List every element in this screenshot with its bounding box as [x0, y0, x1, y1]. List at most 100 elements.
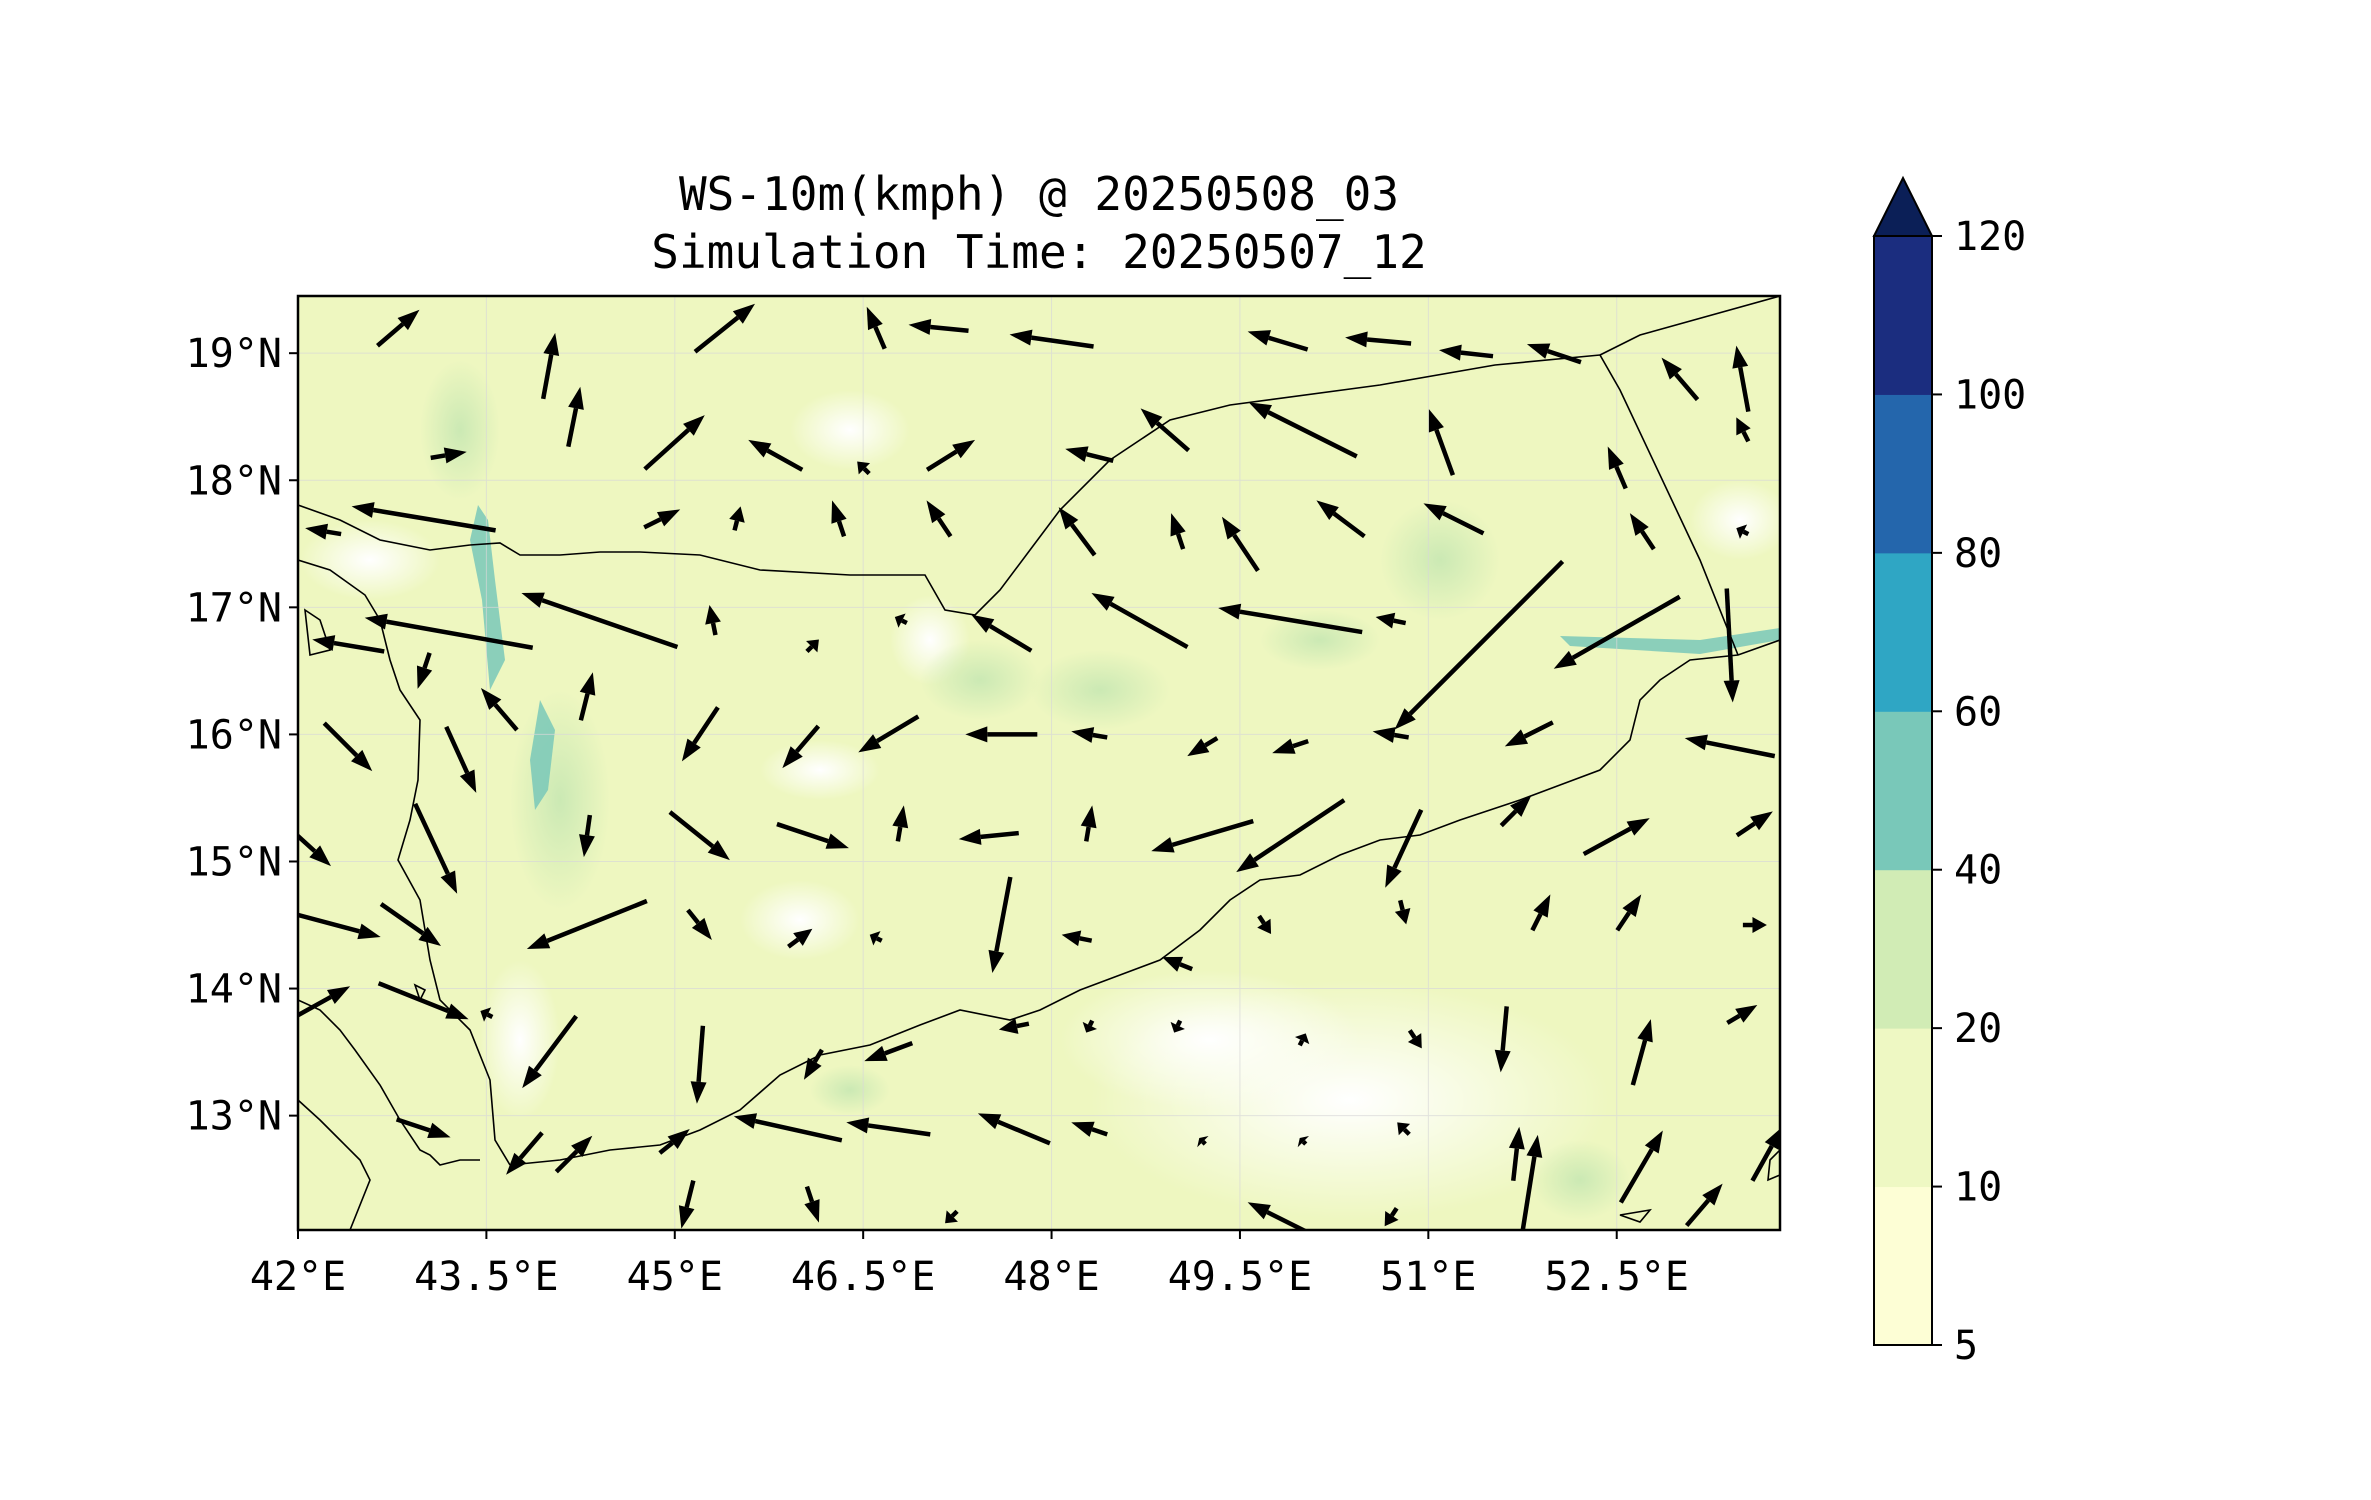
latitude-axis: 19°N 18°N 17°N 16°N 15°N 14°N 13°N — [186, 331, 298, 1140]
calm-area — [1060, 970, 1360, 1110]
colorbar-tick-label: 40 — [1954, 848, 2002, 894]
wind-arrow — [958, 828, 1019, 845]
wind-arrow — [1553, 594, 1681, 669]
colorbar-tick-label: 100 — [1954, 372, 2026, 418]
calm-area — [300, 520, 440, 600]
strong-wind-band — [470, 505, 505, 690]
wind-arrow — [312, 635, 385, 654]
wind-arrow — [1372, 727, 1410, 743]
wind-arrow — [643, 509, 681, 530]
wind-arrow — [831, 500, 847, 538]
wind-arrow — [506, 1131, 544, 1175]
oman-yemen-border — [1599, 354, 1739, 656]
wind-arrow — [1732, 345, 1751, 413]
wind-arrow — [1170, 1019, 1185, 1033]
wind-arrow — [1615, 894, 1642, 932]
wind-arrow — [1071, 727, 1108, 743]
wind-arrow — [480, 1007, 494, 1022]
wind-arrow — [521, 592, 679, 650]
wind-arrow — [1407, 1029, 1422, 1049]
wind-arrow — [776, 821, 849, 849]
wind-vector-field — [298, 303, 1780, 1230]
wind-arrow — [1091, 593, 1189, 650]
yemen-north-border — [469, 354, 1601, 616]
wind-arrow — [1272, 738, 1309, 754]
wind-arrow — [846, 1117, 931, 1137]
x-tick-label: 48°E — [1003, 1254, 1099, 1300]
wind-arrow — [1742, 917, 1767, 934]
colorbar-segment — [1874, 869, 1932, 1029]
wind-arrow — [1197, 1135, 1209, 1148]
wind-arrow — [566, 386, 584, 448]
wind-arrow — [869, 931, 883, 946]
strong-wind-band — [530, 700, 555, 810]
colorbar-segment — [1874, 394, 1932, 554]
calm-area — [740, 880, 860, 960]
stronger-wind-area — [510, 690, 610, 910]
x-tick-label: 52.5°E — [1544, 1254, 1689, 1300]
wind-arrow — [1582, 818, 1650, 857]
wind-arrow — [1684, 1183, 1723, 1228]
colorbar-tick-label: 5 — [1954, 1323, 1978, 1369]
wind-arrow — [926, 500, 953, 538]
wind-arrow — [693, 303, 756, 354]
wind-arrow — [1384, 1207, 1399, 1227]
y-tick-label: 18°N — [186, 458, 282, 504]
x-tick-label: 51°E — [1380, 1254, 1476, 1300]
wind-arrow — [1750, 1128, 1780, 1182]
calm-area — [480, 960, 560, 1120]
wind-arrow — [1684, 734, 1776, 759]
stronger-wind-area — [1030, 650, 1170, 730]
wind-arrow — [1439, 344, 1494, 361]
x-tick-label: 43.5°E — [414, 1254, 559, 1300]
wind-arrow — [444, 725, 477, 793]
colorbar-tick-label: 60 — [1954, 689, 2002, 735]
wind-arrow — [971, 614, 1033, 653]
wind-arrow — [413, 802, 458, 894]
wind-arrow — [908, 318, 969, 335]
wind-arrow — [1530, 894, 1551, 932]
wind-arrow — [858, 714, 920, 753]
wind-arrow — [729, 506, 745, 531]
colorbar-tick-label: 20 — [1954, 1006, 2002, 1052]
stronger-wind-area — [810, 1065, 890, 1115]
x-tick-label: 49.5°E — [1168, 1254, 1313, 1300]
wind-arrow — [1723, 588, 1740, 703]
wind-arrow — [1058, 507, 1097, 557]
wind-arrow — [1735, 811, 1773, 838]
wind-arrow — [857, 461, 871, 476]
wind-arrow — [1247, 330, 1309, 352]
wind-arrow — [1065, 446, 1114, 464]
wind-arrow — [1629, 513, 1656, 551]
oman-yemen-border — [1599, 296, 1780, 356]
wind-arrow — [782, 724, 821, 769]
colorbar-segment — [1874, 236, 1932, 395]
gulf-of-aden-coastline — [509, 639, 1780, 1166]
wind-arrow — [866, 306, 887, 350]
wind-arrow — [1394, 559, 1565, 730]
wind-arrow — [1248, 402, 1358, 459]
wind-arrow — [579, 814, 595, 858]
wind-arrow — [803, 1048, 824, 1080]
y-tick-label: 13°N — [186, 1094, 282, 1140]
calm-area — [790, 390, 910, 470]
wind-arrow — [1428, 409, 1456, 476]
colorbar-tick-label: 10 — [1954, 1165, 2002, 1211]
stronger-wind-area — [1380, 500, 1500, 620]
wind-speed-shading — [300, 360, 1780, 1220]
wind-arrow — [377, 981, 469, 1020]
wind-arrow — [430, 447, 467, 464]
island — [1767, 1148, 1780, 1182]
stronger-wind-area — [1530, 1140, 1630, 1220]
wind-arrow — [1316, 500, 1366, 539]
wind-arrow — [1736, 524, 1750, 539]
wind-arrow — [1297, 1135, 1310, 1148]
longitude-axis: 42°E 43.5°E 45°E 46.5°E 48°E 49.5°E 51°E 52.5°E — [250, 1230, 1689, 1300]
wind-arrow — [1618, 1130, 1663, 1204]
wind-arrow — [705, 605, 721, 636]
stronger-wind-area — [420, 360, 500, 500]
wind-arrow — [376, 309, 420, 348]
coastlines-and-borders — [298, 296, 1780, 1230]
colorbar-segment — [1874, 1028, 1932, 1188]
strong-wind-band — [1560, 628, 1780, 654]
